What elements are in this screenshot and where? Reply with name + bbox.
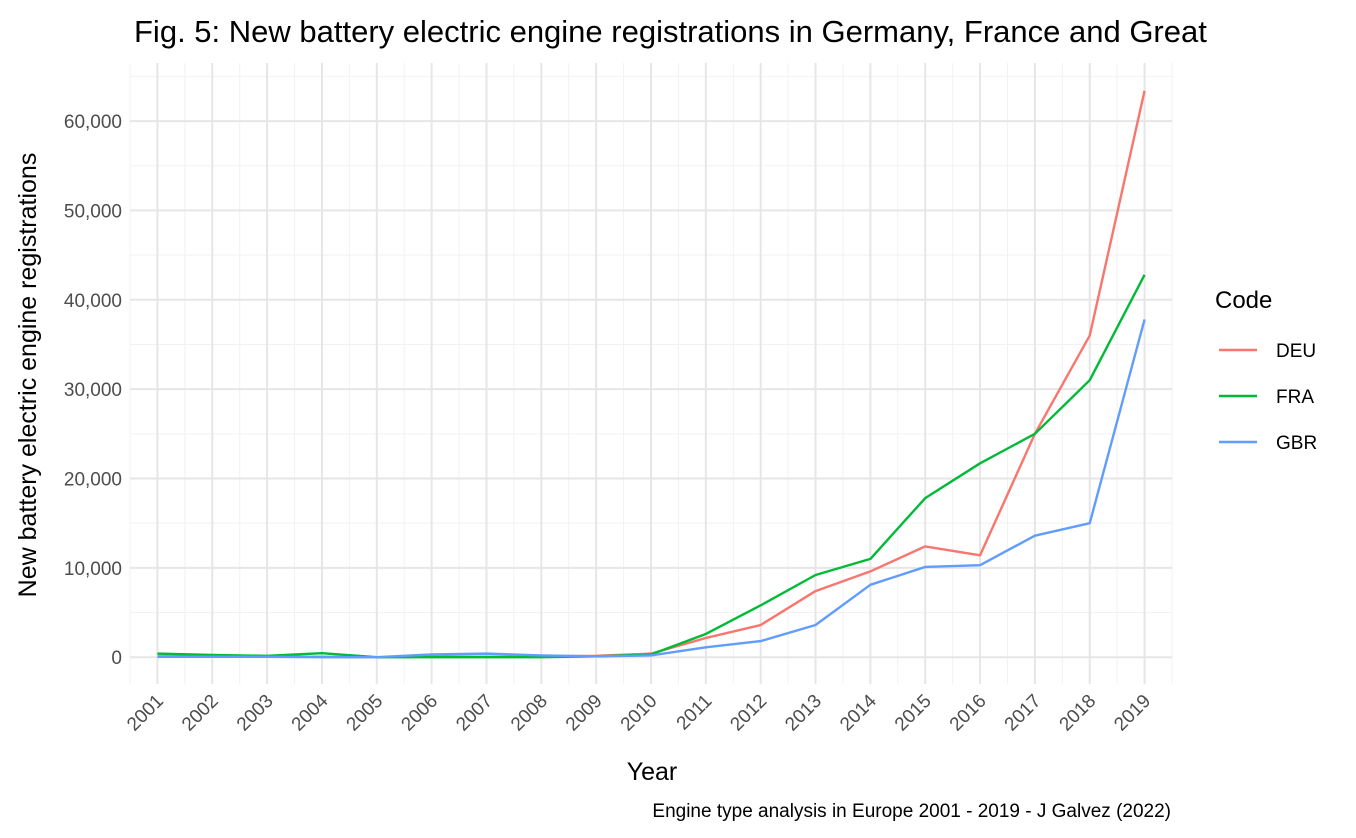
x-tick-label: 2015 <box>891 691 936 736</box>
y-tick-label: 10,000 <box>64 559 122 580</box>
chart-title: Fig. 5: New battery electric engine regi… <box>134 14 1207 49</box>
x-tick-label: 2019 <box>1110 691 1155 736</box>
x-tick-label: 2001 <box>123 691 168 736</box>
x-tick-label: 2004 <box>288 690 333 735</box>
x-tick-label: 2017 <box>1001 691 1046 736</box>
legend: Code DEU FRA GBR <box>1215 287 1317 454</box>
x-tick-label: 2007 <box>452 691 497 736</box>
major-gridlines <box>130 63 1172 684</box>
legend-label-gbr: GBR <box>1276 433 1317 454</box>
legend-title: Code <box>1215 287 1272 314</box>
x-axis-tick-labels: 2001 2002 2003 2004 2005 2006 2007 2008 2009 2010… <box>123 690 1155 735</box>
y-tick-label: 50,000 <box>64 201 122 222</box>
y-tick-label: 0 <box>111 648 122 669</box>
y-tick-label: 30,000 <box>64 380 122 401</box>
x-tick-label: 2009 <box>562 691 607 736</box>
x-tick-label: 2011 <box>673 691 717 735</box>
x-tick-label: 2010 <box>617 691 662 736</box>
x-tick-label: 2013 <box>781 691 826 736</box>
y-tick-label: 40,000 <box>64 291 122 312</box>
chart-caption: Engine type analysis in Europe 2001 - 20… <box>652 801 1171 822</box>
y-tick-label: 60,000 <box>64 112 122 133</box>
legend-label-fra: FRA <box>1276 387 1314 408</box>
x-tick-label: 2014 <box>836 690 881 735</box>
x-tick-label: 2016 <box>946 691 991 736</box>
legend-label-deu: DEU <box>1276 341 1316 362</box>
series-lines <box>157 90 1146 659</box>
series-line-gbr <box>157 319 1146 659</box>
y-axis-tick-labels: 0 10,000 20,000 30,000 40,000 50,000 60,000 <box>64 112 122 669</box>
x-tick-label: 2005 <box>343 691 388 736</box>
y-tick-label: 20,000 <box>64 469 122 490</box>
x-axis-title: Year <box>627 758 678 786</box>
x-tick-label: 2018 <box>1056 691 1101 736</box>
x-tick-label: 2003 <box>233 691 278 736</box>
x-tick-label: 2012 <box>726 691 771 736</box>
x-tick-label: 2006 <box>397 691 442 736</box>
x-tick-label: 2002 <box>178 691 223 736</box>
x-tick-label: 2008 <box>507 691 552 736</box>
y-axis-title: New battery electric engine registration… <box>14 153 42 598</box>
